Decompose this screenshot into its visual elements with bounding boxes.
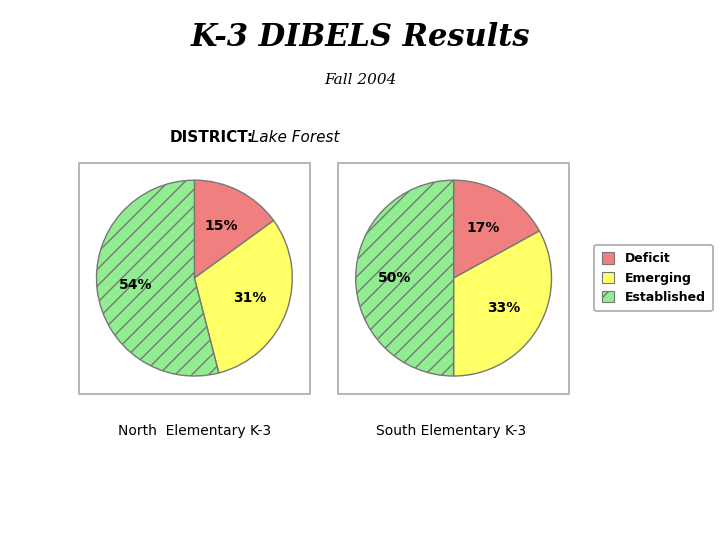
Text: DISTRICT:: DISTRICT: [169,130,253,145]
Wedge shape [356,180,454,376]
Wedge shape [194,220,292,373]
Legend: Deficit, Emerging, Established: Deficit, Emerging, Established [595,245,713,312]
Wedge shape [194,180,274,278]
Text: 33%: 33% [487,301,521,315]
Text: Fall 2004: Fall 2004 [324,73,396,87]
Wedge shape [96,180,219,376]
Text: Lake Forest: Lake Forest [241,130,340,145]
Text: 54%: 54% [120,279,153,293]
Text: K-3 DIBELS Results: K-3 DIBELS Results [190,22,530,52]
Text: 31%: 31% [233,291,266,305]
Text: 17%: 17% [467,220,500,234]
Wedge shape [454,180,539,278]
Wedge shape [454,231,552,376]
Text: 50%: 50% [378,271,412,285]
Text: 15%: 15% [204,219,238,233]
Text: North  Elementary K-3: North Elementary K-3 [118,424,271,438]
Text: South Elementary K-3: South Elementary K-3 [377,424,526,438]
